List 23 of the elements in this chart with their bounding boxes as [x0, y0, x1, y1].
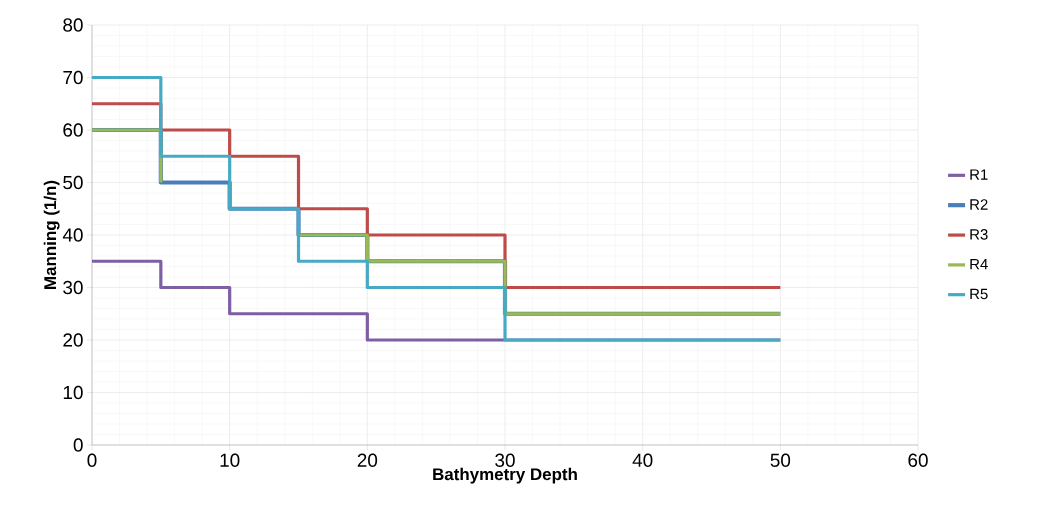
- x-tick-label: 30: [495, 453, 515, 467]
- legend-label: R3: [970, 229, 988, 240]
- y-tick-label: 10: [63, 385, 83, 400]
- y-tick-label: 20: [63, 333, 83, 347]
- x-tick-label: 10: [220, 453, 240, 467]
- y-tick-label: 50: [63, 175, 83, 190]
- y-tick-label: 80: [63, 18, 83, 32]
- y-tick-label: 60: [63, 123, 83, 137]
- x-tick-label: 0: [87, 453, 97, 467]
- y-tick-label: 0: [73, 438, 83, 452]
- y-tick-label: 30: [63, 280, 83, 295]
- x-tick-label: 60: [908, 453, 928, 467]
- x-tick-label: 40: [632, 453, 653, 467]
- x-tick-label: 50: [770, 453, 791, 467]
- y-tick-label: 40: [62, 228, 83, 242]
- legend-label: R2: [970, 199, 988, 210]
- legend-label: R4: [970, 259, 988, 270]
- x-axis-title: Bathymetry Depth: [433, 467, 577, 484]
- legend-label: R5: [970, 288, 988, 300]
- x-tick-label: 20: [357, 453, 378, 467]
- y-axis-title: Manning (1/n): [43, 180, 60, 289]
- legend-label: R1: [970, 169, 988, 180]
- y-tick-label: 70: [63, 70, 83, 85]
